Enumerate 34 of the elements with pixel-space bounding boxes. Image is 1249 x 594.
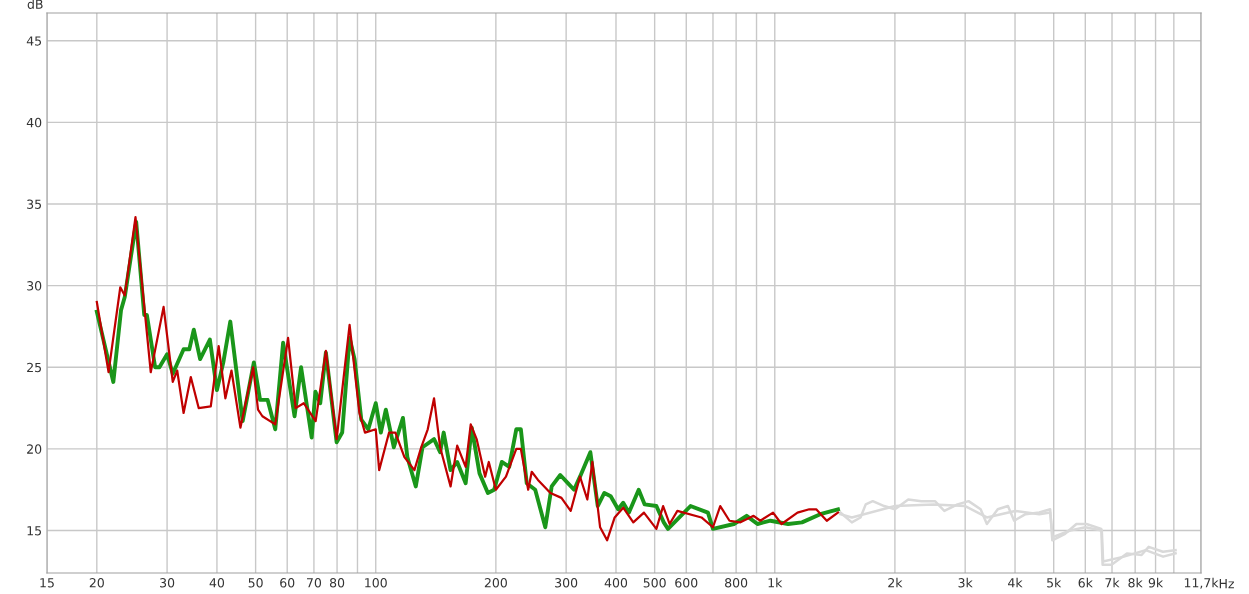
x-tick-label: 8k bbox=[1128, 577, 1143, 588]
x-tick-label: 3k bbox=[958, 577, 973, 588]
x-tick-label: 60 bbox=[280, 578, 295, 588]
x-tick-label: 9k bbox=[1148, 577, 1164, 588]
x-tick-label: 6k bbox=[1078, 577, 1093, 588]
x-tick-label: 15 bbox=[40, 578, 54, 588]
x-axis-title: Hz bbox=[1219, 579, 1234, 589]
y-tick-label: 30 bbox=[27, 281, 42, 291]
y-tick-label: 15 bbox=[27, 526, 42, 536]
y-axis-title: dB bbox=[27, 0, 43, 9]
x-tick-label: 11,7k bbox=[1184, 577, 1219, 589]
x-tick-label: 80 bbox=[329, 578, 345, 588]
x-tick-label: 200 bbox=[484, 578, 507, 588]
x-tick-label: 20 bbox=[89, 578, 104, 588]
x-tick-label: 7k bbox=[1105, 577, 1120, 588]
y-tick-label: 45 bbox=[26, 36, 42, 46]
x-tick-label: 300 bbox=[555, 578, 578, 588]
x-tick-label: 70 bbox=[307, 578, 322, 588]
y-tick-label: 35 bbox=[27, 199, 42, 209]
x-tick-label: 40 bbox=[209, 578, 225, 588]
x-tick-label: 800 bbox=[725, 578, 748, 588]
x-tick-label: 100 bbox=[365, 578, 387, 588]
x-tick-label: 500 bbox=[643, 578, 666, 588]
y-tick-label: 25 bbox=[27, 362, 42, 373]
x-tick-label: 2k bbox=[888, 577, 903, 588]
x-tick-label: 4k bbox=[1008, 577, 1023, 588]
x-tick-label: 600 bbox=[675, 578, 698, 588]
x-tick-label: 400 bbox=[604, 578, 628, 588]
x-tick-label: 5k bbox=[1047, 577, 1062, 588]
y-tick-label: 20 bbox=[27, 444, 42, 454]
y-tick-label: 40 bbox=[26, 117, 42, 128]
x-tick-label: 30 bbox=[160, 578, 175, 588]
x-tick-label: 1k bbox=[768, 577, 783, 588]
x-tick-label: 50 bbox=[248, 578, 263, 588]
